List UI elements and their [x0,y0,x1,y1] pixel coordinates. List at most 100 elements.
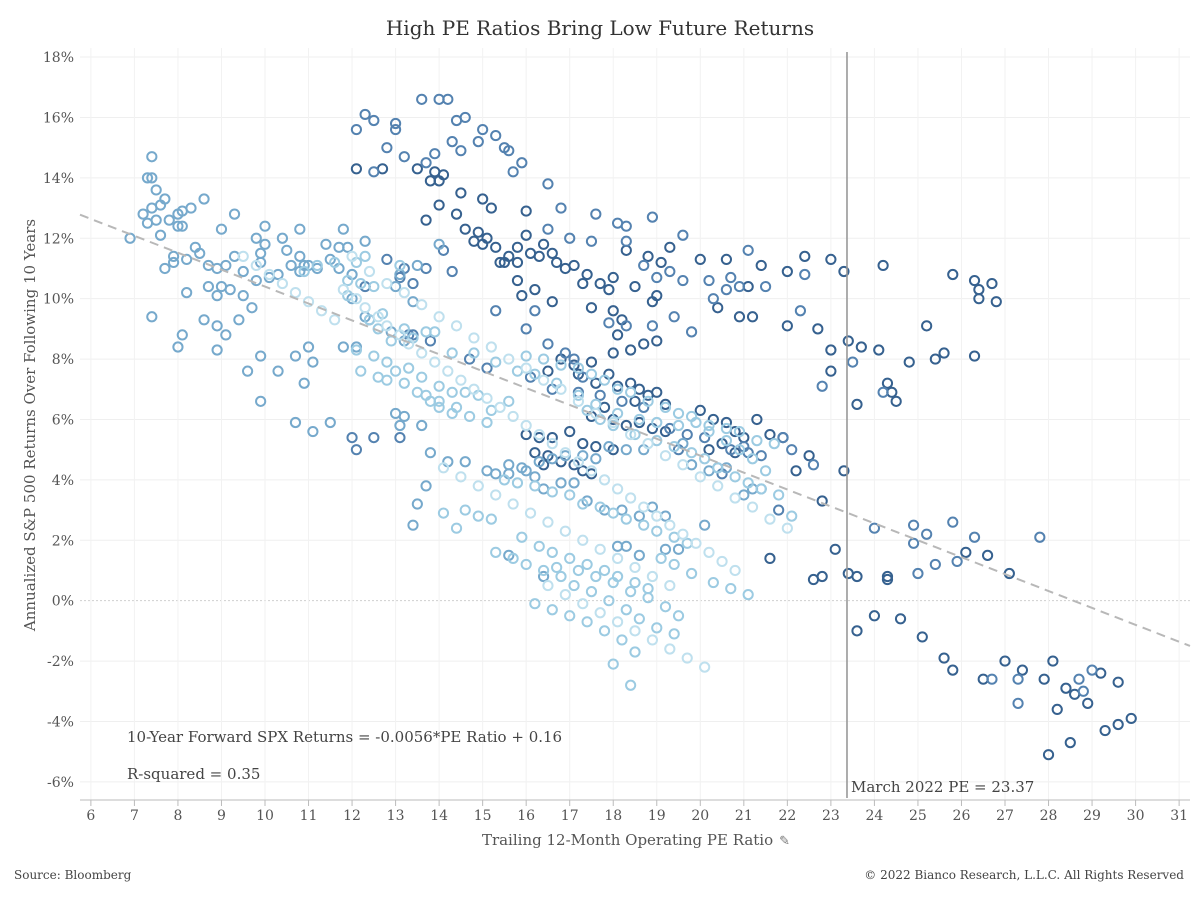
data-point [607,271,619,284]
data-point [394,329,406,341]
x-tick-label: 10 [256,808,274,824]
data-point [368,431,380,444]
data-point [211,344,223,356]
data-point [572,362,585,374]
data-point [651,510,663,522]
data-point [620,235,632,247]
data-point [459,111,471,124]
data-point [694,404,706,417]
data-point [537,564,550,577]
data-point [638,519,650,531]
data-point [603,595,615,607]
data-point [755,483,767,495]
data-point [590,453,602,465]
data-point [302,341,315,353]
data-point [981,549,994,561]
data-point [638,338,650,350]
data-point [455,374,467,386]
data-point [598,625,611,637]
x-axis-ticks: 6 7 8 9 10 11 12 13 14 15 16 17 18 19 20 21 22 23 24 25 26 27… [80,799,1190,824]
y-tick-label: 12% [43,231,74,247]
data-point [629,576,641,589]
data-point [381,277,393,290]
data-point [450,401,463,413]
data-point [307,425,319,438]
data-point [394,419,406,432]
data-point [564,610,576,622]
data-point [603,441,615,453]
x-tick-label: 13 [387,808,405,824]
data-point [620,444,632,456]
data-point [520,558,532,571]
data-point [468,347,480,359]
data-point [472,136,484,148]
data-point [685,447,698,459]
data-point [677,528,689,540]
data-point [368,280,380,293]
data-point [433,238,445,250]
data-point [359,108,371,121]
data-point [947,516,959,528]
data-point [455,145,467,157]
data-point [389,117,402,130]
data-point [720,284,733,296]
data-point [1047,655,1059,667]
data-point [450,320,463,332]
data-point [446,265,458,278]
data-point [677,274,689,287]
data-point [363,265,376,278]
data-point [1112,676,1124,688]
data-point [298,265,310,278]
data-point [703,425,715,438]
data-point [542,365,554,377]
x-tick-label: 6 [86,808,95,824]
data-point [620,513,632,525]
data-point [159,193,171,205]
data-point [529,305,541,317]
x-tick-label: 18 [604,808,622,824]
data-point [564,232,576,244]
data-point [581,268,593,281]
data-point [764,552,776,564]
data-point [668,441,680,453]
y-tick-label: 8% [52,352,74,368]
copyright-note: © 2022 Bianco Research, L.L.C. All Right… [864,868,1184,882]
data-point [381,374,393,386]
data-point [655,552,667,564]
data-point [703,274,715,287]
data-point [481,416,493,429]
data-point [398,151,410,163]
data-point [773,504,785,516]
data-point [450,208,463,220]
data-point [446,386,458,398]
data-point [555,359,567,371]
data-point [1077,685,1089,697]
data-point [881,377,894,389]
data-point [677,229,689,241]
data-point [751,413,763,426]
data-point [620,320,632,332]
data-point [590,570,602,583]
data-points [124,93,1137,761]
data-point [1016,664,1029,676]
data-point [533,540,545,552]
data-point [825,365,837,377]
data-point [620,604,632,616]
y-tick-label: -4% [47,714,74,730]
data-point [625,377,637,389]
data-point [664,241,676,253]
data-point [255,350,267,362]
data-point [1099,724,1111,737]
data-point [1038,673,1050,685]
data-point [342,274,354,287]
data-point [664,265,676,278]
data-point [960,546,972,558]
data-point [459,456,471,468]
pin-icon[interactable]: ✎ [779,834,790,849]
data-point [564,425,576,438]
data-point [555,570,567,583]
data-point [633,549,645,561]
data-point [507,552,519,564]
data-point [633,613,645,625]
